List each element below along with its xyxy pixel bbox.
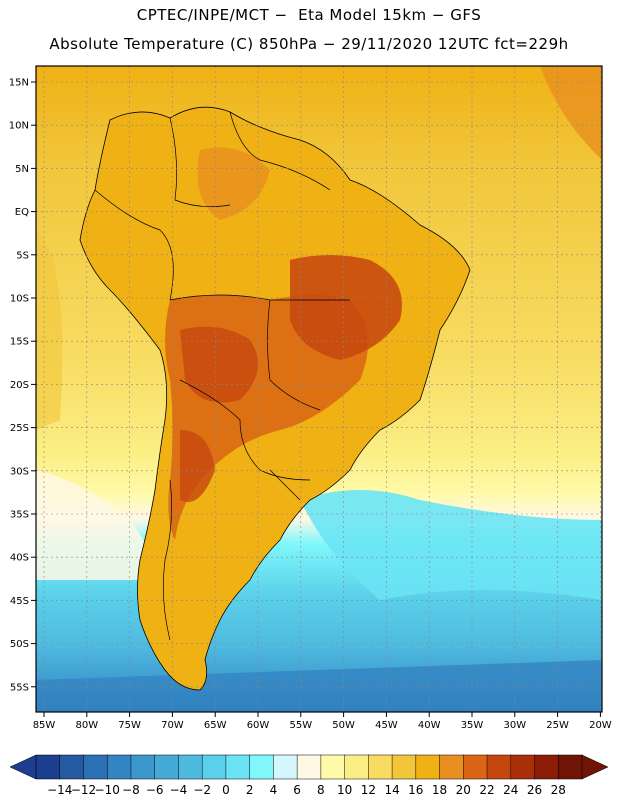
colorbar-tick-label: 20 xyxy=(456,783,471,797)
colorbar-tick-label: 6 xyxy=(293,783,301,797)
colorbar-swatch xyxy=(296,754,322,780)
lat-tick-label: 15N xyxy=(9,78,29,89)
map-frame xyxy=(35,65,603,713)
colorbar-tick-label: 28 xyxy=(551,783,566,797)
lat-tick-label: 10N xyxy=(9,121,29,132)
lon-tick-label: 40W xyxy=(418,720,441,731)
colorbar-swatch xyxy=(273,754,298,780)
lat-tick-label: 5N xyxy=(15,164,29,175)
lat-tick-label: 45S xyxy=(10,596,29,607)
lat-tick-label: 40S xyxy=(10,553,29,564)
country-borders xyxy=(94,111,350,641)
colorbar-swatch xyxy=(320,754,346,780)
lat-tick-label: 55S xyxy=(10,682,29,693)
colorbar-tick-label: −12 xyxy=(71,783,96,797)
longitude-axis: 85W 80W 75W 70W 65W 60W 55W 50W 45W 40W 35W 30W 25W 2… xyxy=(33,712,612,731)
lon-tick-label: 60W xyxy=(247,720,270,731)
map-title: CPTEC/INPE/MCT − Eta Model 15km − GFS xyxy=(136,6,482,24)
lon-tick-label: 85W xyxy=(33,720,56,731)
lon-tick-label: 30W xyxy=(503,720,526,731)
colorbar-min-arrow xyxy=(9,754,37,780)
lat-tick-label: 50S xyxy=(10,639,29,650)
colorbar-tick-label: 0 xyxy=(222,783,230,797)
colorbar-swatch xyxy=(510,754,536,780)
colorbar-swatch xyxy=(59,754,85,780)
colorbar-tick-label: 10 xyxy=(337,783,352,797)
colorbar-tick-label: 2 xyxy=(246,783,254,797)
colorbar-tick-label: 14 xyxy=(384,783,399,797)
lon-tick-label: 75W xyxy=(118,720,141,731)
colorbar-swatch xyxy=(106,754,132,780)
colorbar-swatch xyxy=(344,754,370,780)
lon-tick-label: 80W xyxy=(75,720,98,731)
colorbar-max-arrow xyxy=(581,754,609,780)
colorbar-swatch xyxy=(249,754,275,780)
colorbar-tick-label: −2 xyxy=(193,783,211,797)
colorbar-swatch xyxy=(391,754,417,780)
colorbar-tick-label: −6 xyxy=(146,783,164,797)
colorbar-swatch xyxy=(130,754,156,780)
colorbar-tick-label: 12 xyxy=(361,783,376,797)
lat-tick-label: 35S xyxy=(10,510,29,521)
colorbar-swatch xyxy=(463,754,488,780)
lon-tick-label: 50W xyxy=(332,720,355,731)
lon-tick-label: 20W xyxy=(589,720,612,731)
lat-tick-label: 25S xyxy=(10,423,29,434)
colorbar-tick-label: −4 xyxy=(170,783,188,797)
colorbar-swatch xyxy=(534,754,560,780)
lat-tick-label: 5S xyxy=(16,250,29,261)
lon-tick-label: 35W xyxy=(461,720,484,731)
colorbar-swatch xyxy=(83,754,108,780)
lon-tick-label: 70W xyxy=(161,720,184,731)
colorbar-swatch xyxy=(225,754,251,780)
colorbar-tick-label: 4 xyxy=(270,783,278,797)
colorbar-swatch xyxy=(35,754,61,780)
lat-tick-label: 15S xyxy=(10,337,29,348)
colorbar-swatch xyxy=(558,754,583,780)
colorbar-swatch xyxy=(201,754,227,780)
colorbar-swatch xyxy=(415,754,441,780)
lon-tick-label: 55W xyxy=(289,720,312,731)
colorbar-swatch xyxy=(178,754,203,780)
colorbar-tick-label: 8 xyxy=(317,783,325,797)
colorbar: −14−12−10 −8 −6 −4 −2 0 2 4 6 8 10 12 14 16 18 20 22 24 26… xyxy=(9,754,609,797)
colorbar-tick-label: −8 xyxy=(122,783,140,797)
lat-tick-label: 10S xyxy=(10,294,29,305)
colorbar-tick-label: −14 xyxy=(47,783,72,797)
lat-tick-label: 30S xyxy=(10,466,29,477)
colorbar-tick-label: 16 xyxy=(408,783,423,797)
colorbar-swatch xyxy=(154,754,180,780)
lon-tick-label: 25W xyxy=(546,720,569,731)
colorbar-tick-label: 18 xyxy=(432,783,447,797)
colorbar-tick-label: 26 xyxy=(527,783,542,797)
lat-tick-label: 20S xyxy=(10,380,29,391)
latitude-axis: 15N 10N 5N EQ 5S 10S 15S 20S 25S 30S 35S 40S 45S 50S 5… xyxy=(9,78,36,693)
map-subtitle: Absolute Temperature (C) 850hPa − 29/11/… xyxy=(49,35,569,53)
colorbar-tick-label: 24 xyxy=(503,783,518,797)
map-field xyxy=(36,66,602,712)
colorbar-swatch xyxy=(368,754,393,780)
lon-tick-label: 45W xyxy=(375,720,398,731)
graticule xyxy=(36,66,602,712)
colorbar-tick-label: 22 xyxy=(479,783,494,797)
colorbar-swatch xyxy=(439,754,465,780)
lon-tick-label: 65W xyxy=(204,720,227,731)
colorbar-swatch xyxy=(486,754,512,780)
lat-tick-label: EQ xyxy=(15,207,29,218)
colorbar-tick-label: −10 xyxy=(95,783,120,797)
